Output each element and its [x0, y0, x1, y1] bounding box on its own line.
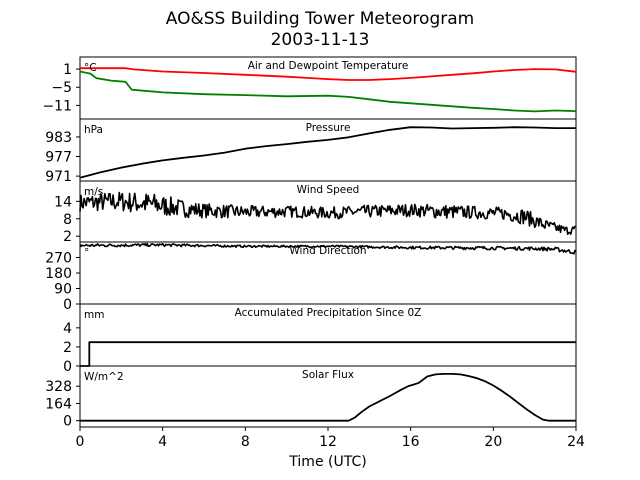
x-tick-label: 8	[241, 434, 250, 450]
unit-label-temperature: °C	[84, 62, 97, 74]
y-tick-label: 14	[54, 194, 72, 210]
y-tick-label: 164	[45, 396, 72, 412]
panel-title-solar_flux: Solar Flux	[302, 369, 354, 381]
panel-title-precipitation: Accumulated Precipitation Since 0Z	[235, 307, 422, 319]
figure-title: AO&SS Building Tower Meteorogram	[166, 9, 474, 29]
y-tick-label: 971	[45, 169, 72, 185]
series-line-solar_flux-0	[80, 372, 576, 422]
unit-label-wind_speed: m/s	[84, 186, 103, 198]
y-tick-label: 0	[63, 297, 72, 313]
unit-label-precipitation: mm	[84, 309, 104, 321]
y-tick-label: 328	[45, 379, 72, 395]
panel-title-pressure: Pressure	[306, 122, 351, 134]
y-tick-label: 0	[63, 359, 72, 375]
y-tick-label: 270	[45, 251, 72, 267]
y-tick-label: 8	[63, 212, 72, 228]
y-tick-label: 4	[63, 321, 72, 337]
y-tick-label: 2	[63, 229, 72, 245]
y-tick-label: 0	[63, 414, 72, 430]
y-tick-label: 180	[45, 266, 72, 282]
x-tick-label: 0	[76, 434, 85, 450]
x-axis-label: Time (UTC)	[288, 454, 366, 470]
series-line-temperature-0	[80, 67, 577, 81]
x-tick-label: 12	[319, 434, 337, 450]
series-line-precipitation-0	[80, 341, 576, 367]
series-line-wind_speed-0	[79, 191, 577, 235]
panel-precipitation: 4 2 0 mm Accumulated Precipitation Since 0Z	[63, 303, 577, 375]
y-tick-label: 90	[54, 282, 72, 298]
x-tick-label: 16	[402, 434, 420, 450]
series-line-temperature-1	[79, 70, 577, 113]
unit-label-wind_direction: °	[84, 247, 89, 259]
panel-wind_speed: 14 82 m/s Wind Speed	[54, 180, 577, 245]
y-tick-label: 977	[45, 150, 72, 166]
panel-title-temperature: Air and Dewpoint Temperature	[248, 60, 409, 72]
panel-temperature: 1 −5 −11 °C Air and Dewpoint Temperature	[42, 56, 577, 120]
x-tick-label: 24	[567, 434, 585, 450]
panel-title-wind_direction: Wind Direction	[289, 245, 366, 257]
y-tick-label: 983	[45, 130, 72, 146]
panels: 1−5−11°C Air and Dewpoint Temperature9839…	[42, 56, 585, 450]
y-tick-label: −11	[42, 98, 72, 114]
series-line-wind_direction-0	[79, 242, 577, 255]
series-line-pressure-0	[79, 126, 576, 179]
unit-label-solar_flux: W/m^2	[84, 371, 124, 383]
panel-title-wind_speed: Wind Speed	[297, 184, 360, 196]
x-tick-label: 4	[158, 434, 167, 450]
y-tick-label: −5	[51, 80, 72, 96]
panel-pressure: 983 977 971 hPa Pressure	[45, 118, 577, 185]
unit-label-pressure: hPa	[84, 124, 103, 136]
y-tick-label: 1	[63, 62, 72, 78]
x-tick-label: 20	[484, 434, 502, 450]
figure-date: 2003-11-13	[271, 30, 370, 50]
y-tick-label: 2	[63, 340, 72, 356]
